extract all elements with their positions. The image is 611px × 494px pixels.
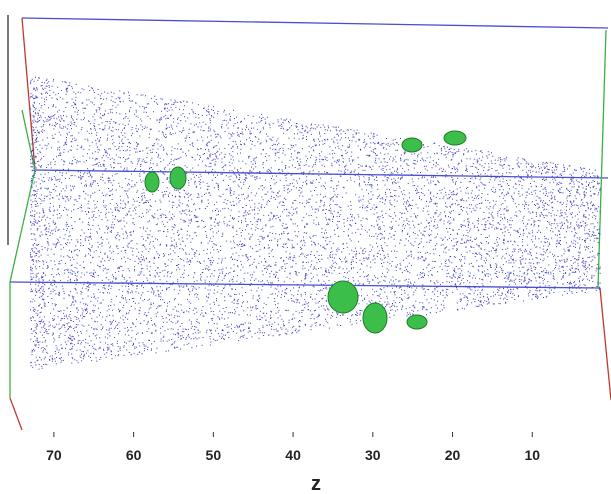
edge (599, 287, 611, 401)
edge (9, 281, 601, 289)
edge (34, 169, 609, 179)
tick-label: 40 (285, 447, 301, 463)
cluster (406, 314, 428, 330)
cluster (169, 166, 187, 190)
cluster (362, 302, 388, 334)
cluster (327, 280, 359, 314)
edge (9, 169, 36, 283)
clusters (144, 130, 467, 334)
bounding-box (7, 15, 611, 431)
tick-label: 50 (206, 447, 222, 463)
cluster (144, 171, 160, 193)
tick-label: 30 (365, 447, 381, 463)
edge (21, 17, 609, 29)
z-axis: 70 60 50 40 30 20 10 (46, 432, 540, 463)
tick-label: 60 (126, 447, 142, 463)
tick-label: 10 (524, 447, 540, 463)
cluster (401, 137, 423, 153)
axis-label: z (311, 473, 321, 494)
edge (21, 17, 36, 171)
cluster (443, 130, 467, 146)
edge (9, 397, 23, 431)
tick-label: 20 (445, 447, 461, 463)
edge (21, 109, 36, 171)
tick-label: 70 (46, 447, 62, 463)
edge (597, 29, 607, 289)
point-cloud (30, 76, 601, 370)
